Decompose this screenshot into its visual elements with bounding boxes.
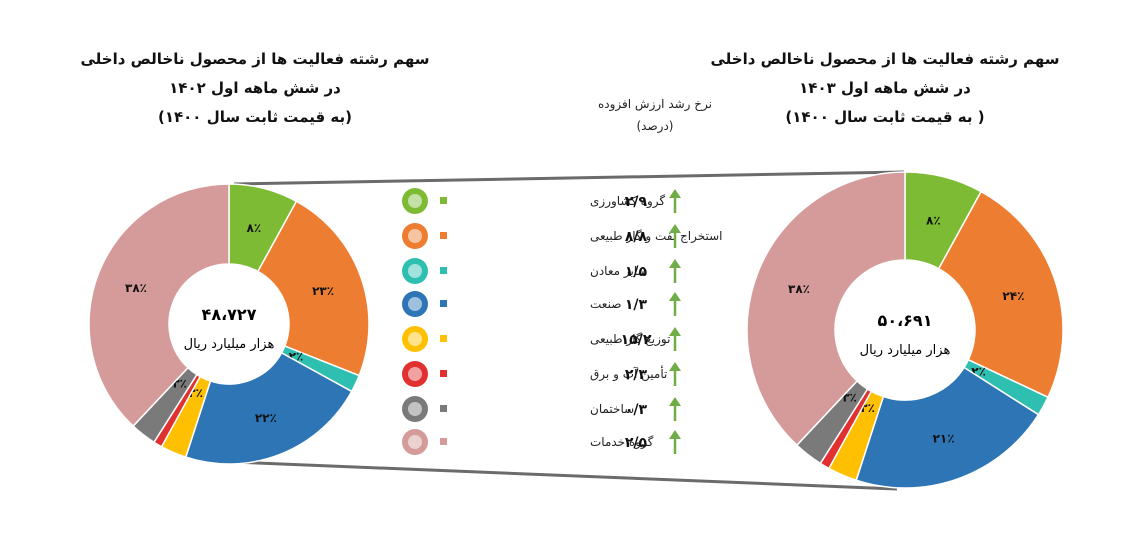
growth-value: ۱/۳	[625, 297, 648, 313]
service-hand-icon	[402, 429, 428, 455]
growth-value: ۰/۳	[625, 402, 648, 418]
connector-lines	[231, 170, 905, 491]
legend-swatch	[440, 300, 447, 307]
up-arrow-icon	[669, 362, 681, 386]
slice-label-1402-1: ۸٪	[247, 221, 262, 235]
growth-rate-header: نرخ رشد ارزش افزوده (درصد)	[560, 93, 750, 137]
donut-slice-1402-4	[184, 351, 353, 465]
legend: گروه کشاورزی استخراج نفت و گاز طبیعی سایر …	[402, 188, 722, 455]
construction-icon	[402, 396, 428, 422]
gas-flame-icon	[402, 326, 428, 352]
up-arrow-icon	[669, 430, 681, 454]
legend-swatch	[440, 438, 447, 445]
left-title-line: سهم رشته فعالیت ها از محصول ناخالص داخلی	[80, 50, 430, 68]
legend-label: تأمین آب و برق	[590, 365, 667, 382]
donut-slice-1403-8	[746, 171, 906, 447]
growth-rate-header-line: نرخ رشد ارزش افزوده	[598, 97, 712, 111]
mining-cart-icon	[402, 258, 428, 284]
wheat-icon	[402, 188, 428, 214]
growth-rate-header-unit: (درصد)	[636, 119, 674, 133]
donut-slice-1402-8	[88, 183, 230, 428]
right-title-line: ( به قیمت ثابت سال ۱۴۰۰)	[785, 108, 985, 126]
legend-swatch	[440, 232, 447, 239]
left-title-line: (به قیمت ثابت سال ۱۴۰۰)	[157, 108, 352, 126]
slice-label-1403-1: ۸٪	[926, 214, 941, 228]
connector-line-top	[233, 170, 905, 186]
growth-value: ۲/۹	[625, 194, 648, 210]
slice-label-1403-4: ۲۱٪	[933, 431, 955, 445]
right-title-line: در شش ماهه اول ۱۴۰۳	[799, 79, 971, 97]
up-arrow-icon	[669, 259, 681, 283]
legend-label: گروه خدمات	[590, 435, 654, 450]
legend-item: سایر معادن	[402, 258, 648, 284]
right-title-line: سهم رشته فعالیت ها از محصول ناخالص داخلی	[710, 50, 1060, 68]
legend-item: ساختمان	[402, 396, 634, 422]
growth-value: ۱/۵	[625, 264, 648, 280]
legend-item: گروه خدمات	[402, 429, 654, 455]
growth-value: ۸/۸	[625, 229, 648, 245]
legend-item: تأمین آب و برق	[402, 361, 667, 387]
factory-icon	[402, 291, 428, 317]
legend-item: استخراج نفت و گاز طبیعی	[402, 223, 722, 249]
legend-item: گروه کشاورزی	[402, 188, 665, 214]
up-arrow-icon	[669, 292, 681, 316]
connector-line-bottom	[231, 460, 898, 491]
legend-swatch	[440, 335, 447, 342]
legend-item: توزیع گاز طبیعی	[402, 326, 670, 352]
right-chart-title: سهم رشته فعالیت ها از محصول ناخالص داخلی…	[700, 45, 1070, 132]
slice-label-1403-8: ۳۸٪	[788, 282, 810, 296]
growth-value: ۱۵/۲	[621, 332, 652, 348]
up-arrow-icon	[669, 397, 681, 421]
growth-value: ۲/۳	[625, 367, 648, 383]
up-arrow-icon	[669, 224, 681, 248]
center-total-1403: ۵۰،۶۹۱	[878, 311, 933, 330]
legend-swatch	[440, 405, 447, 412]
left-title-line: در شش ماهه اول ۱۴۰۲	[169, 79, 341, 97]
legend-label: سایر معادن	[590, 264, 648, 279]
legend-label: استخراج نفت و گاز طبیعی	[590, 229, 722, 244]
slice-label-1403-2: ۲۴٪	[1002, 289, 1024, 303]
legend-swatch	[440, 370, 447, 377]
oil-barrel-icon	[402, 223, 428, 249]
growth-rate-column: ۲/۹ ۸/۸ ۱/۵ ۱/۳ ۱۵/۲ ۲/۳ ۰/۳ ۲/۵	[621, 189, 681, 454]
donut-slice-1403-2	[937, 190, 1064, 399]
legend-label: صنعت	[590, 297, 621, 311]
slice-label-1402-4: ۲۲٪	[255, 411, 277, 425]
legend-label: توزیع گاز طبیعی	[590, 332, 670, 347]
center-unit-1402: هزار میلیارد ریال	[184, 337, 275, 352]
slice-label-1402-8: ۳۸٪	[125, 281, 147, 295]
legend-swatch	[440, 197, 447, 204]
legend-swatch	[440, 267, 447, 274]
legend-label: گروه کشاورزی	[590, 194, 665, 209]
left-chart-title: سهم رشته فعالیت ها از محصول ناخالص داخلی…	[70, 45, 440, 132]
lightbulb-icon	[402, 361, 428, 387]
legend-item: صنعت	[402, 291, 621, 317]
donut-slice-1402-2	[256, 200, 370, 377]
up-arrow-icon	[669, 327, 681, 351]
up-arrow-icon	[669, 189, 681, 213]
legend-label: ساختمان	[590, 402, 634, 416]
growth-value: ۲/۵	[625, 435, 648, 451]
center-total-1402: ۴۸،۷۲۷	[202, 305, 257, 324]
center-unit-1403: هزار میلیارد ریال	[860, 343, 951, 358]
slice-label-1402-2: ۲۳٪	[312, 284, 334, 298]
donut-slice-1403-4	[855, 366, 1040, 489]
